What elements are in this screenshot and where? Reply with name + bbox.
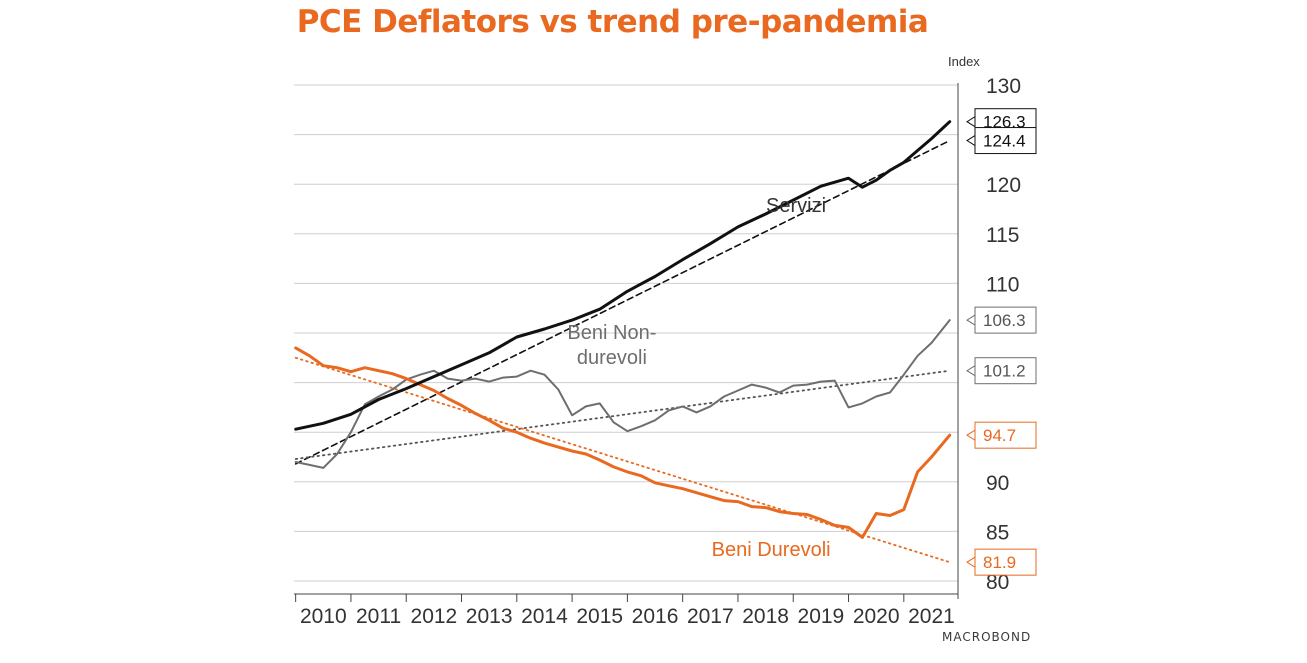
y-tick-label: 90	[986, 472, 1009, 495]
y-axis-unit-label: Index	[948, 54, 980, 69]
beni-non-durevoli-line	[294, 319, 951, 469]
x-tick-label: 2014	[521, 605, 568, 628]
end-label-value: 101.2	[983, 362, 1026, 381]
macrobond-logo: MACROBOND	[942, 630, 1032, 644]
y-tick-label: 85	[986, 521, 1009, 544]
end-label-pointer	[966, 365, 976, 377]
x-tick-label: 2018	[742, 605, 789, 628]
x-tick-label: 2012	[411, 605, 458, 628]
end-label-value: 106.3	[983, 311, 1026, 330]
end-label-pointer	[966, 135, 976, 146]
end-label-pointer	[966, 429, 976, 441]
gridlines	[294, 84, 958, 582]
end-label-value: 126.3	[983, 113, 1026, 132]
series-label: Beni Non-	[567, 322, 656, 344]
y-tick-label: 80	[986, 571, 1009, 594]
end-label-pointer	[966, 116, 976, 128]
y-tick-label: 115	[986, 224, 1019, 247]
servizi-line	[294, 120, 952, 431]
end-label-box	[974, 421, 1037, 449]
end-label-pointer	[966, 314, 976, 326]
end-label-box	[974, 548, 1037, 576]
end-label-box	[974, 357, 1037, 385]
end-label-value: 94.7	[983, 426, 1016, 445]
chart-title: PCE Deflators vs trend pre-pandemia	[296, 4, 929, 40]
y-tick-label: 130	[986, 75, 1021, 98]
y-tick-label: 110	[986, 273, 1019, 296]
beni-non-durevoli-trend-line	[294, 369, 951, 460]
series-label: Beni Durevoli	[712, 539, 831, 561]
x-tick-label: 2020	[853, 605, 900, 628]
end-label-value: 81.9	[983, 553, 1016, 572]
end-label-box	[974, 306, 1037, 334]
x-tick-label: 2016	[632, 605, 679, 628]
axes: 80 85 90 110 115 120 130 Index 2010 2011 2012 2013 2…	[294, 54, 1021, 628]
series-label: Servizi	[766, 195, 826, 217]
x-tick-label: 2013	[466, 605, 513, 628]
x-tick-label: 2010	[300, 605, 347, 628]
series-lines	[294, 120, 952, 564]
x-tick-label: 2011	[356, 605, 401, 628]
beni-durevoli-trend-line	[294, 356, 951, 564]
beni-durevoli-line	[294, 346, 952, 539]
x-tick-label: 2021	[908, 605, 955, 628]
series-label: durevoli	[577, 347, 647, 369]
x-tick-label: 2017	[687, 605, 734, 628]
servizi-trend-line	[294, 139, 951, 465]
y-tick-label: 120	[986, 174, 1021, 197]
end-label-value: 124.4	[983, 132, 1026, 151]
x-tick-label: 2019	[798, 605, 845, 628]
x-tick-label: 2015	[576, 605, 623, 628]
end-label-pointer	[966, 556, 976, 568]
end-label-box	[974, 127, 1037, 155]
series-labels: Servizi Beni Non-durevoli Beni Durevoli	[567, 195, 830, 561]
